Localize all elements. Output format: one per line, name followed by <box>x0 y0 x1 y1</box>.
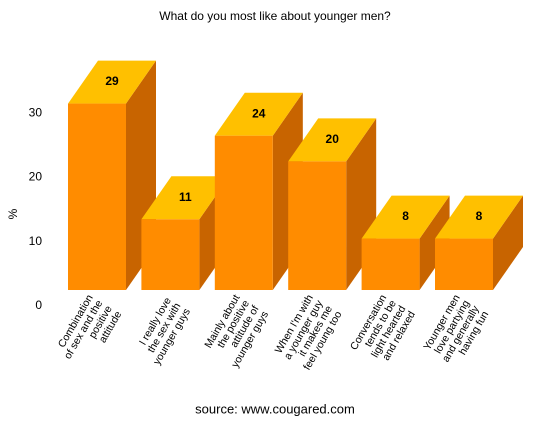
y-tick-label: 10 <box>29 234 43 248</box>
bar <box>288 118 377 290</box>
bar-front <box>288 161 347 290</box>
bar-front <box>214 135 273 290</box>
value-label: 8 <box>476 209 483 223</box>
bar-front <box>435 238 493 290</box>
value-label: 8 <box>402 209 409 223</box>
bar-top <box>288 118 377 162</box>
chart-title: What do you most like about younger men? <box>159 9 391 23</box>
y-tick-label: 0 <box>35 298 42 312</box>
y-tick-label: 20 <box>29 170 43 184</box>
bar-front <box>68 103 126 290</box>
bar-top <box>214 92 303 136</box>
bar-front <box>141 219 200 290</box>
bar-top <box>361 195 450 239</box>
value-label: 20 <box>326 132 340 146</box>
source: source: www.cougared.com <box>195 401 355 416</box>
bar <box>68 60 156 291</box>
bar-side <box>419 195 450 290</box>
bar-side <box>493 195 523 290</box>
bar-front <box>361 238 420 290</box>
bar <box>435 195 523 290</box>
value-label: 11 <box>179 190 192 204</box>
bar-top <box>141 176 230 220</box>
y-axis-label: % <box>6 208 20 219</box>
bar-top <box>435 195 523 239</box>
bar <box>361 195 450 290</box>
bar-top <box>68 60 156 104</box>
value-label: 29 <box>105 74 119 88</box>
value-label: 24 <box>252 106 266 120</box>
y-tick-label: 30 <box>29 105 43 119</box>
